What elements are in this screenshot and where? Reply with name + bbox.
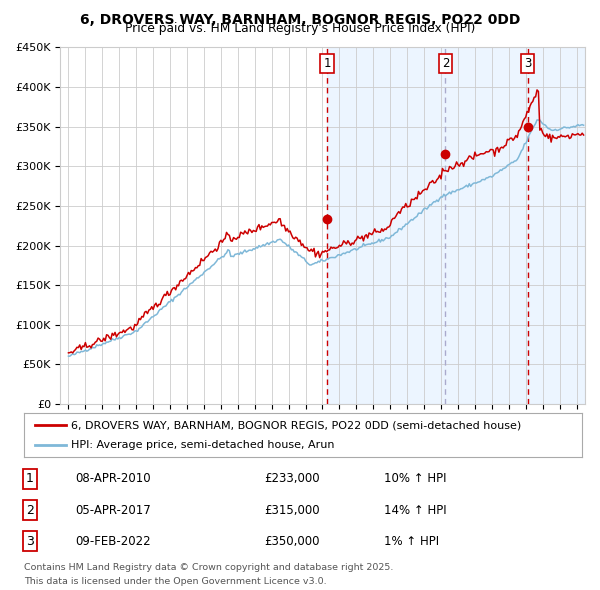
Text: 6, DROVERS WAY, BARNHAM, BOGNOR REGIS, PO22 0DD (semi-detached house): 6, DROVERS WAY, BARNHAM, BOGNOR REGIS, P…	[71, 421, 521, 430]
Text: 09-FEB-2022: 09-FEB-2022	[75, 535, 151, 548]
Text: 1: 1	[26, 472, 34, 486]
Text: 3: 3	[524, 57, 531, 70]
Text: This data is licensed under the Open Government Licence v3.0.: This data is licensed under the Open Gov…	[24, 576, 326, 586]
Text: 2: 2	[442, 57, 449, 70]
Text: 1: 1	[323, 57, 331, 70]
Text: Price paid vs. HM Land Registry's House Price Index (HPI): Price paid vs. HM Land Registry's House …	[125, 22, 475, 35]
Text: 08-APR-2010: 08-APR-2010	[75, 472, 151, 486]
Text: 6, DROVERS WAY, BARNHAM, BOGNOR REGIS, PO22 0DD: 6, DROVERS WAY, BARNHAM, BOGNOR REGIS, P…	[80, 13, 520, 27]
Text: £233,000: £233,000	[264, 472, 320, 486]
Bar	[327, 47, 585, 404]
Text: £315,000: £315,000	[264, 503, 320, 517]
Text: 2: 2	[26, 503, 34, 517]
Text: £350,000: £350,000	[264, 535, 320, 548]
Text: 10% ↑ HPI: 10% ↑ HPI	[384, 472, 446, 486]
Text: Contains HM Land Registry data © Crown copyright and database right 2025.: Contains HM Land Registry data © Crown c…	[24, 563, 394, 572]
Text: HPI: Average price, semi-detached house, Arun: HPI: Average price, semi-detached house,…	[71, 440, 335, 450]
Text: 3: 3	[26, 535, 34, 548]
Text: 1% ↑ HPI: 1% ↑ HPI	[384, 535, 439, 548]
Text: 14% ↑ HPI: 14% ↑ HPI	[384, 503, 446, 517]
Text: 05-APR-2017: 05-APR-2017	[75, 503, 151, 517]
